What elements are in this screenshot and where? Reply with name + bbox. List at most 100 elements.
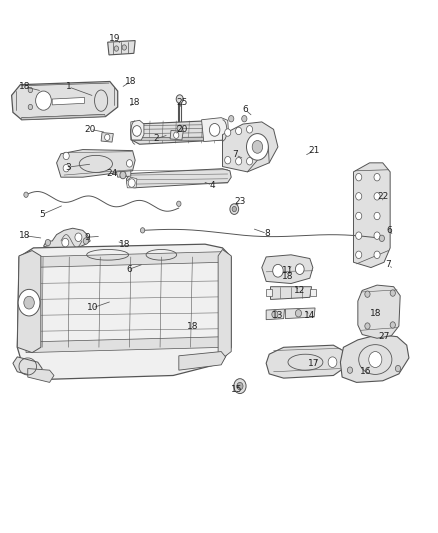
Circle shape xyxy=(252,141,263,154)
Text: 15: 15 xyxy=(231,385,242,394)
Polygon shape xyxy=(117,171,131,177)
Circle shape xyxy=(141,228,145,233)
Text: 16: 16 xyxy=(360,367,371,376)
Circle shape xyxy=(295,310,301,317)
Polygon shape xyxy=(131,120,144,140)
Polygon shape xyxy=(170,131,183,140)
Text: 9: 9 xyxy=(84,233,90,242)
Text: 25: 25 xyxy=(176,98,187,107)
Circle shape xyxy=(128,179,135,187)
Polygon shape xyxy=(358,285,400,338)
Text: 20: 20 xyxy=(176,125,187,134)
Circle shape xyxy=(105,134,110,141)
Circle shape xyxy=(24,192,28,197)
Circle shape xyxy=(225,157,231,164)
Circle shape xyxy=(120,171,126,179)
Circle shape xyxy=(63,165,69,172)
Polygon shape xyxy=(13,357,42,377)
Text: 7: 7 xyxy=(385,261,391,269)
Circle shape xyxy=(379,235,385,241)
Circle shape xyxy=(273,264,283,277)
Circle shape xyxy=(356,232,362,239)
Text: 18: 18 xyxy=(370,309,381,318)
Circle shape xyxy=(177,201,181,206)
Text: 18: 18 xyxy=(19,82,31,91)
Circle shape xyxy=(328,357,337,368)
Polygon shape xyxy=(101,133,113,142)
Circle shape xyxy=(295,264,304,274)
Circle shape xyxy=(209,124,220,136)
Circle shape xyxy=(225,129,231,136)
Polygon shape xyxy=(266,309,285,320)
Circle shape xyxy=(63,152,69,160)
Text: 3: 3 xyxy=(66,163,71,172)
Circle shape xyxy=(232,206,237,212)
Text: 2: 2 xyxy=(153,134,159,143)
Polygon shape xyxy=(223,122,278,172)
Polygon shape xyxy=(340,335,409,382)
Text: 18: 18 xyxy=(125,77,137,86)
Circle shape xyxy=(272,311,278,318)
Circle shape xyxy=(374,251,380,259)
Circle shape xyxy=(173,132,179,139)
Text: 17: 17 xyxy=(308,359,320,368)
Polygon shape xyxy=(26,252,226,268)
Polygon shape xyxy=(310,289,316,296)
Polygon shape xyxy=(262,255,313,284)
Circle shape xyxy=(24,296,34,309)
Text: 21: 21 xyxy=(308,146,320,155)
Circle shape xyxy=(242,116,247,122)
Circle shape xyxy=(365,323,370,329)
Circle shape xyxy=(236,127,242,135)
Text: 18: 18 xyxy=(120,240,131,249)
Circle shape xyxy=(133,126,141,136)
Text: 18: 18 xyxy=(282,272,294,280)
Polygon shape xyxy=(52,98,85,105)
Text: 7: 7 xyxy=(233,150,238,159)
Polygon shape xyxy=(179,352,226,370)
Polygon shape xyxy=(286,308,315,319)
Circle shape xyxy=(45,239,50,246)
Circle shape xyxy=(236,158,242,165)
Circle shape xyxy=(28,87,32,93)
Circle shape xyxy=(374,232,380,239)
Polygon shape xyxy=(131,120,227,144)
Circle shape xyxy=(374,192,380,200)
Text: 13: 13 xyxy=(272,311,284,320)
Polygon shape xyxy=(266,289,272,296)
Circle shape xyxy=(390,290,396,296)
Text: 5: 5 xyxy=(39,210,45,219)
Circle shape xyxy=(347,367,353,373)
Circle shape xyxy=(247,158,253,165)
Polygon shape xyxy=(266,345,345,378)
Text: 18: 18 xyxy=(187,321,198,330)
Circle shape xyxy=(356,173,362,181)
Text: 6: 6 xyxy=(386,226,392,235)
Polygon shape xyxy=(218,249,231,361)
Polygon shape xyxy=(271,287,311,300)
Polygon shape xyxy=(108,41,135,55)
Circle shape xyxy=(369,352,382,368)
Text: 6: 6 xyxy=(127,265,132,273)
Circle shape xyxy=(114,46,119,51)
Text: 8: 8 xyxy=(264,229,270,238)
Circle shape xyxy=(356,251,362,259)
Circle shape xyxy=(83,238,88,244)
Text: 11: 11 xyxy=(282,266,293,275)
Polygon shape xyxy=(21,115,106,120)
Circle shape xyxy=(356,212,362,220)
Circle shape xyxy=(234,378,246,393)
Polygon shape xyxy=(127,168,231,188)
Text: 27: 27 xyxy=(378,332,390,341)
Polygon shape xyxy=(127,177,137,188)
Circle shape xyxy=(127,160,133,167)
Polygon shape xyxy=(17,251,41,353)
Text: 20: 20 xyxy=(85,125,96,134)
Circle shape xyxy=(229,116,234,122)
Circle shape xyxy=(230,204,239,214)
Polygon shape xyxy=(353,163,390,268)
Text: 14: 14 xyxy=(304,311,315,320)
Text: 22: 22 xyxy=(377,192,389,201)
Circle shape xyxy=(396,366,401,372)
Polygon shape xyxy=(57,150,135,177)
